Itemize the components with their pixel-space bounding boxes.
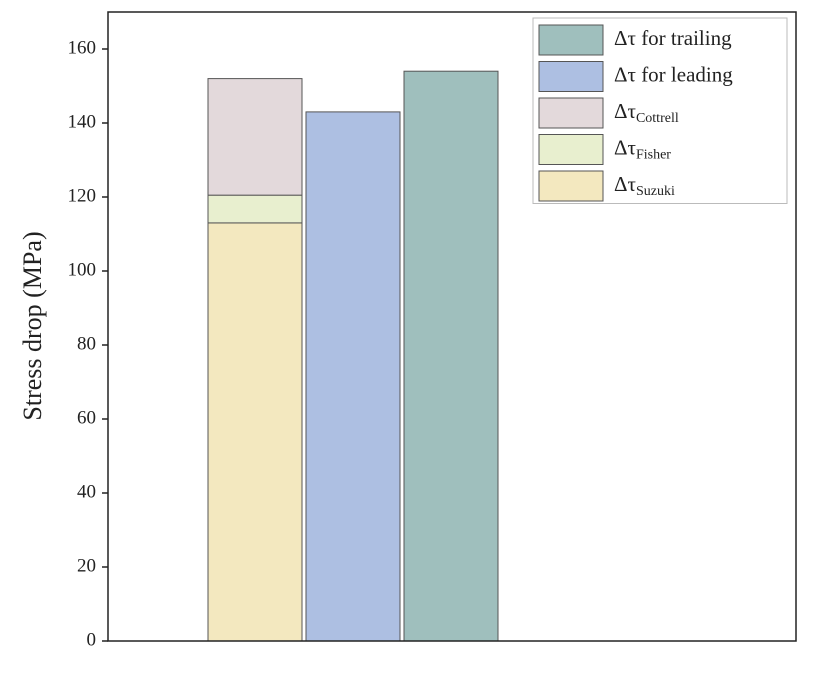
legend-swatch: [538, 170, 604, 202]
y-tick-label: 120: [68, 185, 97, 206]
legend-label: ΔτFisher: [614, 135, 671, 162]
legend-swatch: [538, 61, 604, 92]
y-tick-label: 40: [77, 481, 96, 502]
legend-swatch: [538, 24, 604, 56]
y-tick-label: 60: [77, 407, 96, 428]
legend-swatch: [538, 97, 604, 129]
legend-label: Δτ for leading: [614, 62, 733, 86]
legend-subscript: Cottrell: [636, 111, 679, 126]
bar: [305, 111, 401, 642]
legend-label: ΔτSuzuki: [614, 172, 675, 199]
bar: [207, 194, 303, 224]
legend-label: Δτ for trailing: [614, 26, 732, 50]
bar: [403, 70, 499, 642]
legend-name: Δτ: [614, 135, 636, 159]
plot-frame: [107, 11, 797, 642]
y-tick-label: 160: [68, 37, 97, 58]
bar: [207, 78, 303, 196]
legend-name: Δτ: [614, 99, 636, 123]
y-tick-label: 100: [68, 259, 97, 280]
y-tick-label: 0: [87, 629, 97, 650]
legend-label: ΔτCottrell: [614, 99, 679, 126]
legend-swatch: [538, 134, 604, 165]
y-axis-label: Stress drop (MPa): [18, 231, 47, 420]
legend-name: Δτ for trailing: [614, 26, 732, 50]
legend-subscript: Fisher: [636, 148, 671, 163]
y-tick-label: 20: [77, 555, 96, 576]
legend-subscript: Suzuki: [636, 184, 675, 199]
y-tick-label: 140: [68, 111, 97, 132]
y-tick-label: 80: [77, 333, 96, 354]
legend-name: Δτ: [614, 172, 636, 196]
bar: [207, 222, 303, 642]
legend-name: Δτ for leading: [614, 62, 733, 86]
